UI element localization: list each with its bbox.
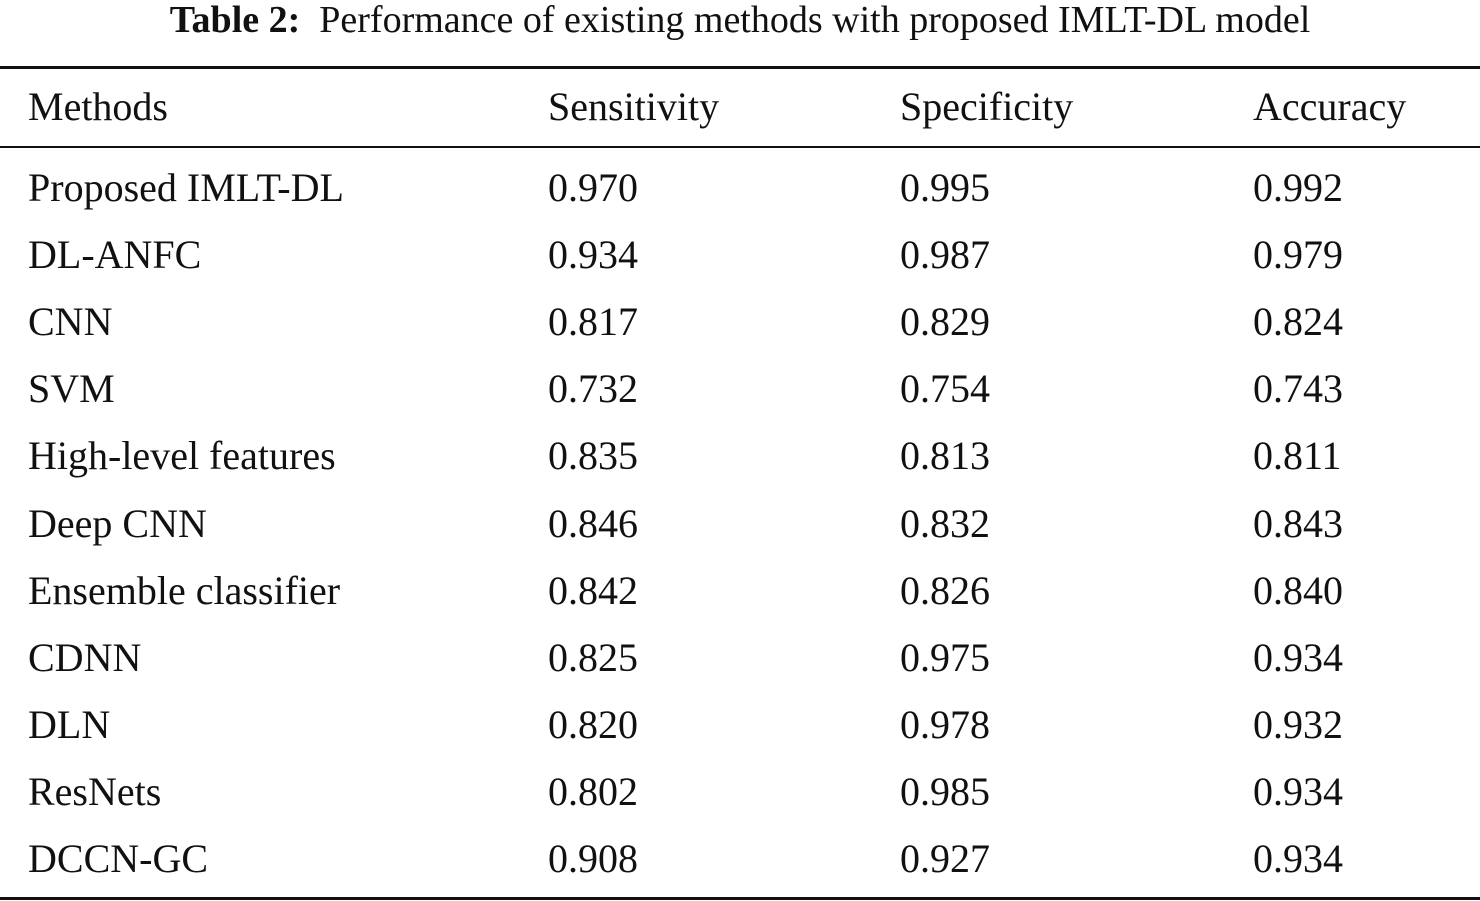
method-cell: DCCN-GC	[28, 836, 209, 881]
table-caption-label: Table 2:	[169, 0, 301, 41]
accuracy-cell: 0.934	[1253, 635, 1343, 680]
sensitivity-cell: 0.802	[548, 769, 638, 814]
specificity-cell: 0.985	[900, 769, 990, 814]
accuracy-cell: 0.979	[1253, 232, 1343, 277]
method-cell: Ensemble classifier	[28, 568, 341, 613]
method-cell: ResNets	[28, 769, 162, 814]
method-cell: SVM	[28, 366, 115, 411]
accuracy-cell: 0.811	[1253, 433, 1342, 478]
column-header-accuracy: Accuracy	[1253, 84, 1407, 129]
specificity-cell: 0.826	[900, 568, 990, 613]
sensitivity-cell: 0.908	[548, 836, 638, 881]
accuracy-cell: 0.824	[1253, 299, 1343, 344]
column-header-specificity: Specificity	[900, 84, 1074, 129]
table-caption: Table 2: Performance of existing methods…	[0, 0, 1480, 44]
sensitivity-cell: 0.820	[548, 702, 638, 747]
specificity-cell: 0.927	[900, 836, 990, 881]
accuracy-cell: 0.992	[1253, 165, 1343, 210]
table-row: ResNets 0.802 0.985 0.934	[0, 758, 1480, 825]
accuracy-cell: 0.843	[1253, 501, 1343, 546]
table-row: DCCN-GC 0.908 0.927 0.934	[0, 825, 1480, 892]
specificity-cell: 0.813	[900, 433, 990, 478]
accuracy-cell: 0.840	[1253, 568, 1343, 613]
method-cell: DLN	[28, 702, 111, 747]
sensitivity-cell: 0.732	[548, 366, 638, 411]
specificity-cell: 0.987	[900, 232, 990, 277]
specificity-cell: 0.995	[900, 165, 990, 210]
table-row: High-level features 0.835 0.813 0.811	[0, 422, 1480, 489]
sensitivity-cell: 0.934	[548, 232, 638, 277]
table-top-rule	[0, 66, 1480, 69]
method-cell: CDNN	[28, 635, 142, 680]
sensitivity-cell: 0.846	[548, 501, 638, 546]
sensitivity-cell: 0.825	[548, 635, 638, 680]
table-header-rule	[0, 146, 1480, 148]
accuracy-cell: 0.743	[1253, 366, 1343, 411]
table-header-row: Methods Sensitivity Specificity Accuracy	[0, 74, 1480, 140]
specificity-cell: 0.978	[900, 702, 990, 747]
table-row: SVM 0.732 0.754 0.743	[0, 355, 1480, 422]
sensitivity-cell: 0.835	[548, 433, 638, 478]
table-row: CDNN 0.825 0.975 0.934	[0, 624, 1480, 691]
column-header-sensitivity: Sensitivity	[548, 84, 720, 129]
table-row: DLN 0.820 0.978 0.932	[0, 691, 1480, 758]
accuracy-cell: 0.934	[1253, 769, 1343, 814]
sensitivity-cell: 0.817	[548, 299, 638, 344]
column-header-methods: Methods	[28, 84, 168, 129]
accuracy-cell: 0.934	[1253, 836, 1343, 881]
specificity-cell: 0.829	[900, 299, 990, 344]
table-row: Deep CNN 0.846 0.832 0.843	[0, 490, 1480, 557]
method-cell: DL-ANFC	[28, 232, 202, 277]
table-row: Ensemble classifier 0.842 0.826 0.840	[0, 557, 1480, 624]
method-cell: Deep CNN	[28, 501, 207, 546]
table-row: Proposed IMLT-DL 0.970 0.995 0.992	[0, 154, 1480, 221]
method-cell: High-level features	[28, 433, 336, 478]
specificity-cell: 0.754	[900, 366, 990, 411]
accuracy-cell: 0.932	[1253, 702, 1343, 747]
table-row: DL-ANFC 0.934 0.987 0.979	[0, 221, 1480, 288]
method-cell: Proposed IMLT-DL	[28, 165, 344, 210]
table-row: CNN 0.817 0.829 0.824	[0, 288, 1480, 355]
specificity-cell: 0.832	[900, 501, 990, 546]
specificity-cell: 0.975	[900, 635, 990, 680]
sensitivity-cell: 0.970	[548, 165, 638, 210]
method-cell: CNN	[28, 299, 113, 344]
table-caption-text: Performance of existing methods with pro…	[319, 0, 1311, 41]
sensitivity-cell: 0.842	[548, 568, 638, 613]
table-bottom-rule	[0, 897, 1480, 900]
